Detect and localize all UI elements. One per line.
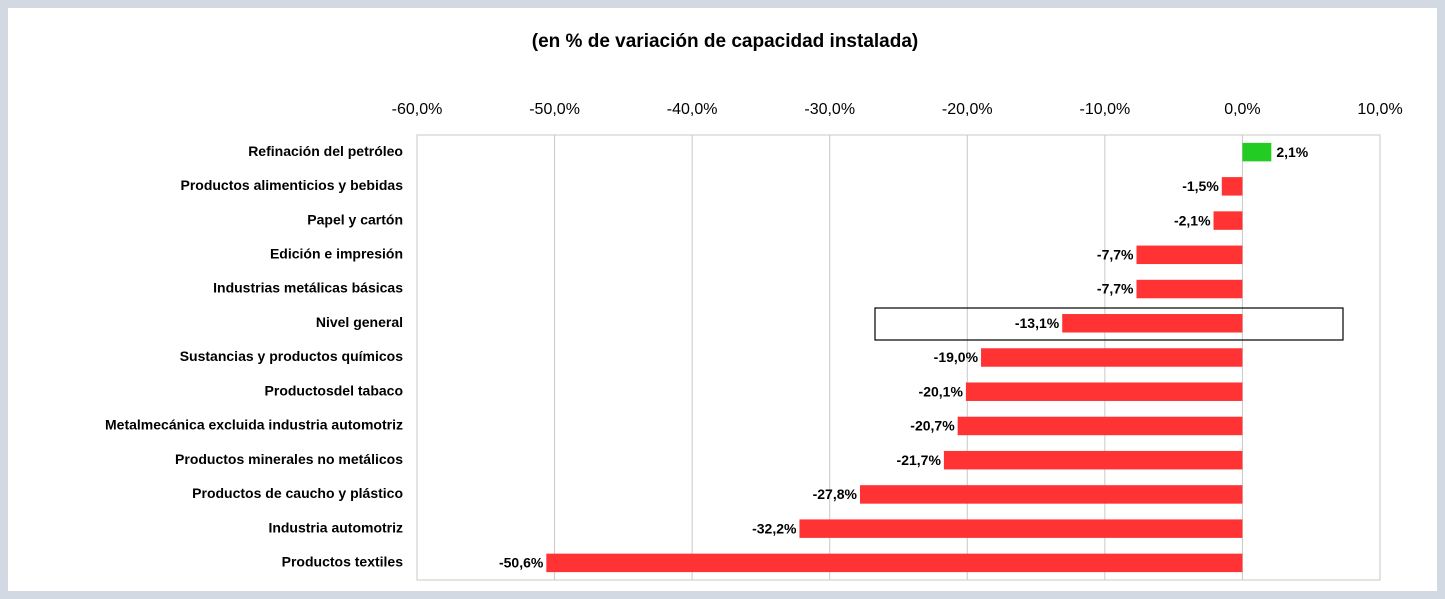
x-tick-label: -60,0% <box>392 101 443 118</box>
highlight-box <box>874 307 1344 341</box>
category-label: Productos de caucho y plástico <box>192 485 403 501</box>
bar <box>943 450 1243 470</box>
category-label: Papel y cartón <box>307 211 403 227</box>
value-label: -1,5% <box>1182 178 1219 194</box>
bar <box>1062 314 1243 333</box>
marks: 2,1% -1,5% -2,1% -7,7% -7,7% -13,1% -19,0% -20,… <box>499 142 1309 573</box>
x-tick-label: -20,0% <box>942 101 993 118</box>
value-label: -32,2% <box>752 520 797 536</box>
value-label: -7,7% <box>1097 247 1134 263</box>
x-tick-label: -30,0% <box>804 101 855 118</box>
value-label: -50,6% <box>499 555 544 571</box>
bar <box>546 553 1243 573</box>
category-label: Productos minerales no metálicos <box>175 451 403 467</box>
value-label: -20,1% <box>919 383 964 399</box>
value-label: -19,0% <box>934 349 979 365</box>
category-label: Metalmecánica excluida industria automot… <box>105 417 403 433</box>
category-label: Edición e impresión <box>270 246 403 262</box>
value-label: -13,1% <box>1015 315 1060 331</box>
x-tick-label: -50,0% <box>529 101 580 118</box>
category-label: Productosdel tabaco <box>265 382 403 398</box>
value-label: -21,7% <box>897 452 942 468</box>
category-label: Nivel general <box>316 314 403 330</box>
x-tick-label: -10,0% <box>1080 101 1131 118</box>
category-label: Industrias metálicas básicas <box>213 280 403 296</box>
value-label: -2,1% <box>1174 212 1211 228</box>
x-tick-label: 10,0% <box>1357 101 1402 118</box>
category-label: Refinación del petróleo <box>248 143 403 159</box>
category-label: Industria automotriz <box>268 519 403 535</box>
bar <box>965 382 1243 401</box>
value-label: -27,8% <box>813 486 858 502</box>
bar <box>859 485 1243 504</box>
value-label: -20,7% <box>910 418 955 434</box>
category-label: Sustancias y productos químicos <box>180 348 403 364</box>
category-label: Productos alimenticios y bebidas <box>180 177 403 193</box>
bar <box>1136 279 1243 299</box>
bar <box>1242 142 1272 162</box>
bar <box>1213 211 1243 230</box>
bar <box>957 416 1243 436</box>
x-tick-label: -40,0% <box>667 101 718 118</box>
value-label: -7,7% <box>1097 281 1134 297</box>
category-label: Productos textiles <box>282 554 404 570</box>
x-tick-label: 0,0% <box>1224 101 1260 118</box>
bar <box>1221 177 1243 196</box>
chart-title: (en % de variación de capacidad instalad… <box>532 31 918 52</box>
value-label: 2,1% <box>1276 144 1308 160</box>
bar <box>1136 245 1243 265</box>
bar <box>981 348 1243 367</box>
bar <box>799 519 1243 538</box>
